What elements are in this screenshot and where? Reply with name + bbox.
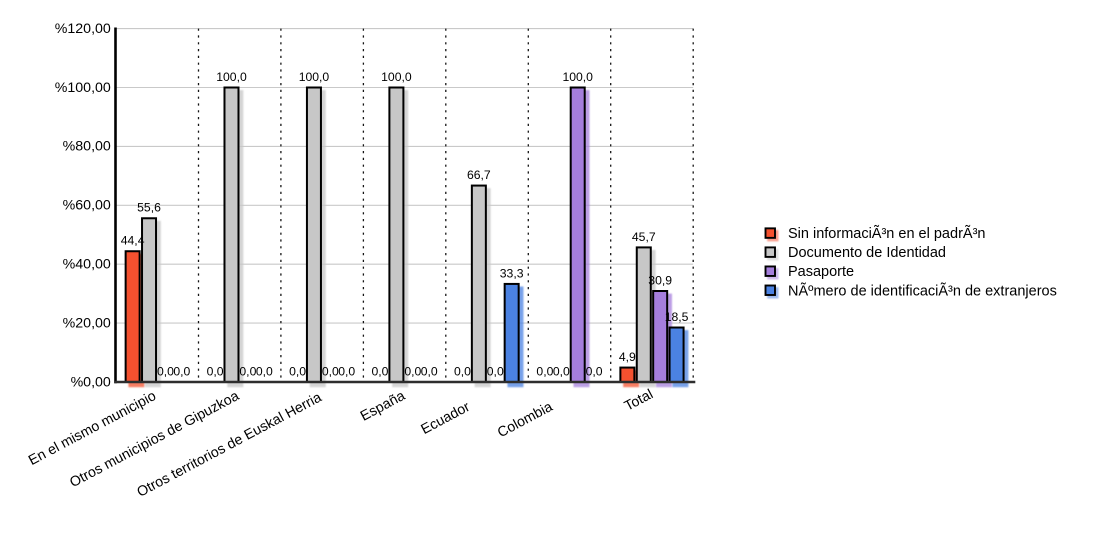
svg-text:Documento de Identidad: Documento de Identidad xyxy=(788,245,946,261)
svg-text:0,0: 0,0 xyxy=(256,364,273,378)
svg-text:100,0: 100,0 xyxy=(381,70,412,84)
svg-text:100,0: 100,0 xyxy=(299,70,330,84)
svg-text:33,3: 33,3 xyxy=(500,266,524,280)
svg-text:%100,00: %100,00 xyxy=(55,80,111,96)
svg-text:Pasaporte: Pasaporte xyxy=(788,264,854,280)
svg-text:0,0: 0,0 xyxy=(322,364,339,378)
svg-text:%20,00: %20,00 xyxy=(63,315,111,331)
svg-text:%120,00: %120,00 xyxy=(55,21,111,37)
svg-text:%60,00: %60,00 xyxy=(63,198,111,214)
svg-text:4,9: 4,9 xyxy=(619,350,636,364)
svg-text:%40,00: %40,00 xyxy=(63,257,111,273)
svg-text:%0,00: %0,00 xyxy=(71,374,111,390)
svg-text:%80,00: %80,00 xyxy=(63,139,111,155)
svg-text:100,0: 100,0 xyxy=(562,70,593,84)
svg-text:0,0: 0,0 xyxy=(421,364,438,378)
svg-text:0,0: 0,0 xyxy=(586,364,603,378)
svg-text:55,6: 55,6 xyxy=(137,201,161,215)
svg-text:0,0: 0,0 xyxy=(289,364,306,378)
svg-text:0,0: 0,0 xyxy=(404,364,421,378)
svg-text:0,0: 0,0 xyxy=(372,364,389,378)
svg-text:NÃºmero de identificaciÃ³n de: NÃºmero de identificaciÃ³n de extranjero… xyxy=(788,282,1057,299)
svg-text:0,0: 0,0 xyxy=(454,364,471,378)
svg-text:Sin informaciÃ³n en el padrÃ³n: Sin informaciÃ³n en el padrÃ³n xyxy=(788,225,985,242)
svg-text:0,0: 0,0 xyxy=(207,364,224,378)
svg-text:44,4: 44,4 xyxy=(121,234,145,248)
svg-text:0,0: 0,0 xyxy=(536,364,553,378)
svg-text:66,7: 66,7 xyxy=(467,168,491,182)
svg-text:30,9: 30,9 xyxy=(648,273,672,287)
svg-text:0,0: 0,0 xyxy=(553,364,570,378)
svg-text:0,0: 0,0 xyxy=(239,364,256,378)
svg-text:0,0: 0,0 xyxy=(338,364,355,378)
svg-text:0,0: 0,0 xyxy=(157,364,174,378)
svg-text:0,0: 0,0 xyxy=(487,364,504,378)
svg-text:18,5: 18,5 xyxy=(665,310,689,324)
svg-text:0,0: 0,0 xyxy=(173,364,190,378)
svg-text:45,7: 45,7 xyxy=(632,230,656,244)
svg-text:100,0: 100,0 xyxy=(216,70,247,84)
